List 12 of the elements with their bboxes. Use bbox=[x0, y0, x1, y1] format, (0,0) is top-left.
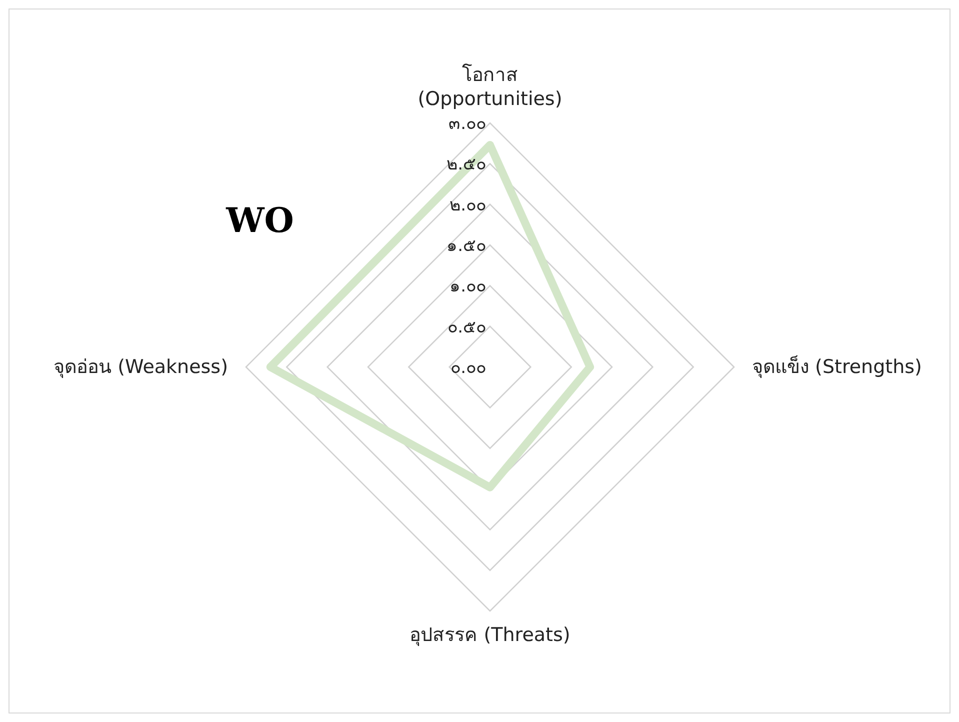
y-tick-label: ๑.๕๐ bbox=[446, 236, 486, 256]
y-tick-label: ๐.๕๐ bbox=[448, 317, 486, 338]
y-tick-label: ๒.๕๐ bbox=[446, 154, 486, 175]
y-tick-label: ๒.๐๐ bbox=[450, 195, 486, 216]
spoke-label: อุปสรรค (Threats) bbox=[410, 624, 570, 647]
y-tick-label: ๓.๐๐ bbox=[448, 114, 486, 134]
y-tick-label: ๐.๐๐ bbox=[450, 358, 486, 378]
y-tick-label: ๑.๐๐ bbox=[450, 276, 486, 297]
spoke-label: จุดแข็ง (Strengths) bbox=[752, 354, 922, 379]
text: WO bbox=[225, 201, 294, 241]
spoke-label: จุดอ่อน (Weakness) bbox=[54, 356, 228, 379]
spoke-label: โอกาส (Opportunities) bbox=[418, 63, 562, 110]
